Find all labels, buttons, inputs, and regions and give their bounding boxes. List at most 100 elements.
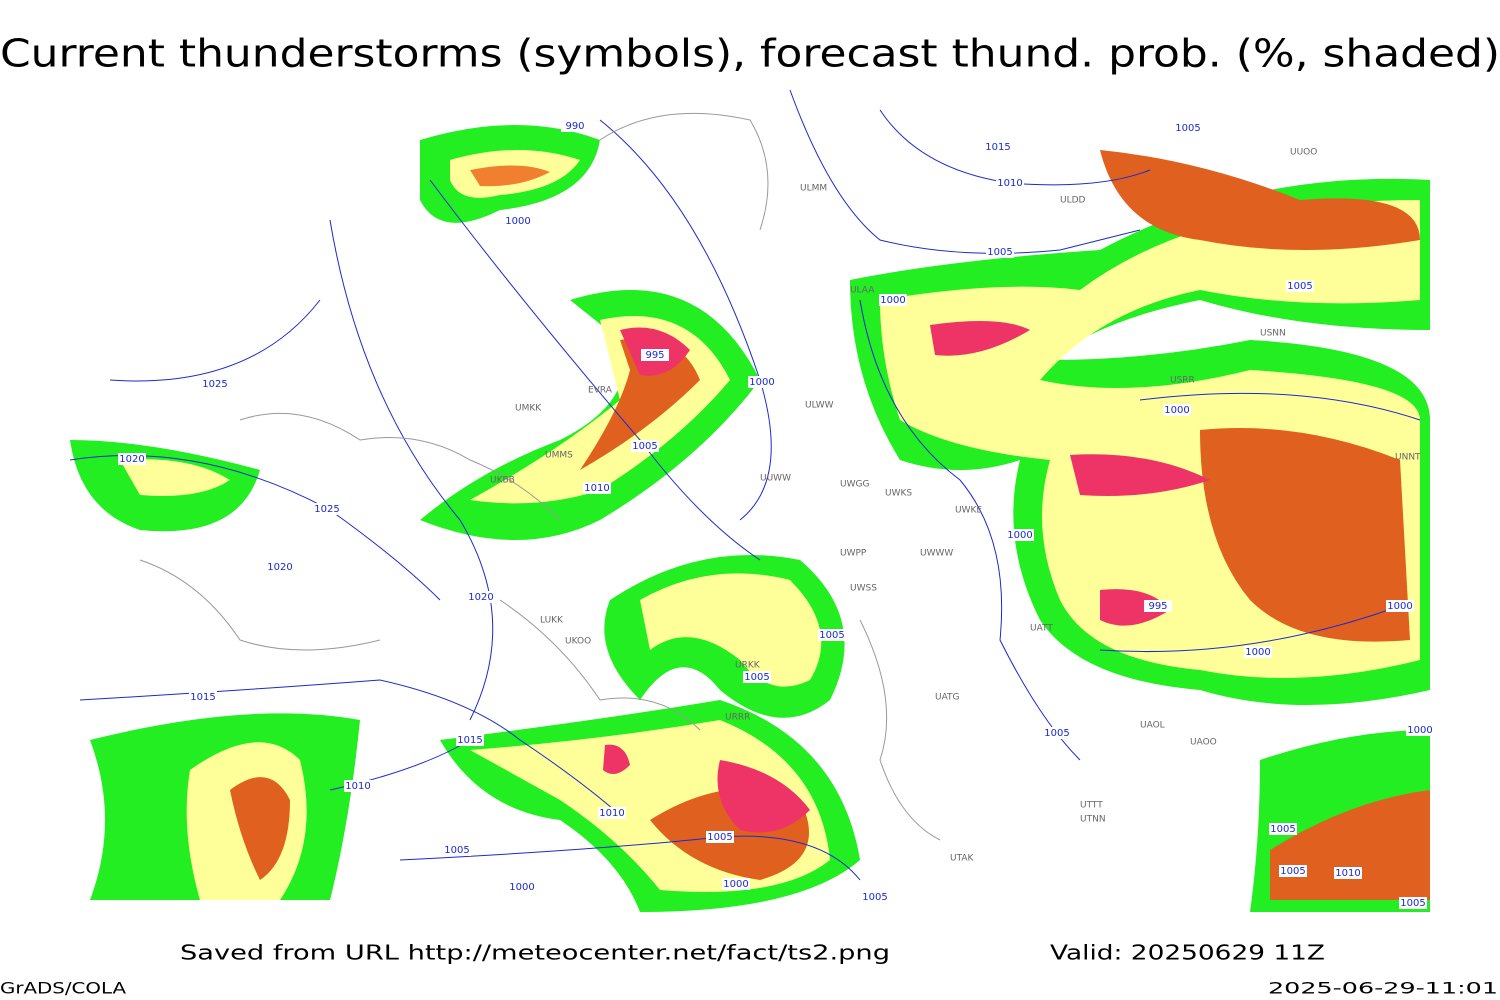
isobar-label: 1000 (509, 882, 534, 893)
station-label: URRR (725, 713, 750, 723)
station-label: URKK (735, 661, 761, 671)
isobar-label-bg (443, 844, 471, 856)
isobar-label: 1000 (505, 216, 530, 227)
isobar-label: 1015 (985, 142, 1010, 153)
isobar-label-bg (344, 780, 372, 792)
isobar-label: 1005 (862, 892, 887, 903)
isobar-label-bg (1174, 122, 1202, 134)
isobar-label-bg (583, 482, 611, 494)
station-label: ULWW (805, 401, 834, 411)
station-label: ULDD (1060, 196, 1086, 206)
station-label: UKOO (565, 637, 591, 647)
station-label: UWKS (885, 489, 912, 499)
isobar-label-bg (986, 246, 1014, 258)
isobar-label-bg (1406, 724, 1434, 736)
isobar-label-bg (1279, 865, 1307, 877)
isobar-label: 1005 (744, 672, 769, 683)
station-label: UMMS (545, 451, 573, 461)
timestamp: 2025-06-29-11:01 (1268, 979, 1498, 998)
isobar-label: 1000 (1164, 405, 1189, 416)
station-label: USNN (1260, 329, 1286, 339)
station-label: ULAA (850, 286, 875, 296)
probability-shading (70, 125, 1430, 912)
isobar-label-bg (456, 734, 484, 746)
isobar-label: 1000 (880, 295, 905, 306)
station-label: UWSS (850, 584, 877, 594)
isobar-label: 1005 (1044, 728, 1069, 739)
station-label: UWPP (840, 549, 867, 559)
coastlines (139, 112, 941, 841)
isobar-label-bg (467, 591, 495, 603)
station-label: UATG (935, 693, 960, 703)
isobar-label-bg (1386, 600, 1414, 612)
isobar-label: 1015 (190, 692, 215, 703)
isobar-label: 1010 (997, 178, 1022, 189)
valid-time: Valid: 20250629 11Z (1050, 941, 1325, 965)
isobar-label-bg (1006, 529, 1034, 541)
isobar-label: 1000 (723, 879, 748, 890)
station-label: UATT (1030, 624, 1053, 634)
station-label: UTNN (1080, 815, 1106, 825)
station-label: EVRA (588, 386, 613, 396)
isobar-label: 1005 (1287, 281, 1312, 292)
isobar-label-bg (743, 671, 771, 683)
station-label: ULMM (800, 184, 827, 194)
isobar-label-bg (861, 891, 889, 903)
isobar-label: 1020 (267, 562, 292, 573)
map (68, 88, 1432, 912)
isobar-label-bg (818, 629, 846, 641)
isobar-label-bg (201, 378, 229, 390)
station-label: UAOL (1140, 721, 1165, 731)
station-label: UUWW (760, 474, 791, 484)
isobar-label: 1010 (1335, 868, 1360, 879)
isobar-label: 995 (1148, 601, 1167, 612)
station-label: UWKE (955, 506, 982, 516)
isobar-label-bg (1269, 823, 1297, 835)
isobar-label: 1015 (457, 735, 482, 746)
isobar-label-bg (879, 294, 907, 306)
isobar-label: 1025 (202, 379, 227, 390)
isobar-label: 1010 (345, 781, 370, 792)
isobars (69, 89, 1421, 881)
isobar-label-bg (561, 120, 589, 132)
station-label: UKBB (490, 476, 515, 486)
isobar-label: 1005 (444, 845, 469, 856)
isobar-label: 1000 (1387, 601, 1412, 612)
isobar-label-bg (984, 141, 1012, 153)
isobar-label-bg (508, 881, 536, 893)
isobar-label: 1000 (1007, 530, 1032, 541)
isobar-label-bg (722, 878, 750, 890)
station-label: UTAK (950, 854, 975, 864)
isobar-label-bg (631, 440, 659, 452)
station-label: UAOO (1190, 738, 1217, 748)
station-label: LUKK (540, 616, 564, 626)
isobar-label: 1005 (707, 832, 732, 843)
isobar-label: 1000 (1407, 725, 1432, 736)
isobar-label-bg (118, 453, 146, 465)
station-label: UUOO (1290, 148, 1317, 158)
station-label: UMKK (515, 404, 542, 414)
isobar-label-bg (313, 503, 341, 515)
station-label: UWGG (840, 480, 869, 490)
isobar-label-bg (1043, 727, 1071, 739)
isobar-label: 1020 (468, 592, 493, 603)
isobar-label: 1005 (987, 247, 1012, 258)
isobar-label-bg (1286, 280, 1314, 292)
title: Current thunderstorms (symbols), forecas… (0, 32, 1500, 76)
isobar-label-bg (189, 691, 217, 703)
isobar-label: 1005 (1400, 898, 1425, 909)
isobar-label: 1010 (599, 808, 624, 819)
isobar-label-bg (598, 807, 626, 819)
isobar-label: 990 (565, 121, 584, 132)
isobar-label: 1005 (819, 630, 844, 641)
isobar-label: 1000 (749, 377, 774, 388)
isobar-label-bg (748, 376, 776, 388)
isobar-label-bg (504, 215, 532, 227)
isobar-label: 1005 (1280, 866, 1305, 877)
isobar-label-bg (641, 349, 669, 361)
isobar-label-bg (1163, 404, 1191, 416)
station-label: UNNT (1395, 453, 1421, 463)
station-label: USRR (1170, 376, 1195, 386)
isobar-label-bg (266, 561, 294, 573)
